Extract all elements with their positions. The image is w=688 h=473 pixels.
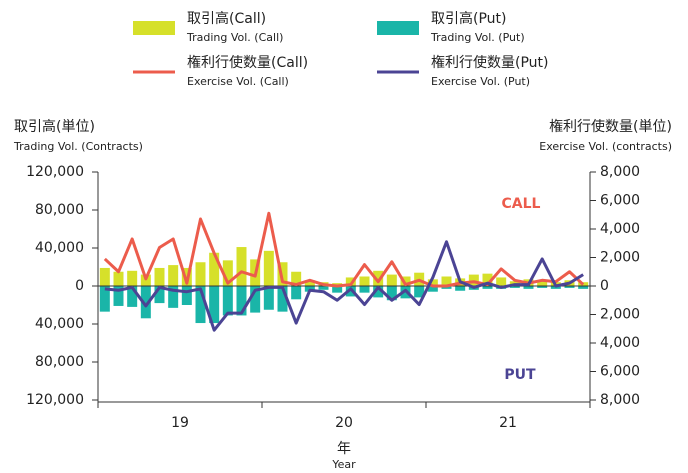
bar [263, 250, 274, 286]
y2-tick-label: 8,000 [600, 164, 640, 180]
bar [127, 286, 138, 307]
x-axis-title: 年 [337, 441, 351, 457]
bar [386, 274, 397, 286]
bar [564, 286, 575, 288]
bar [209, 252, 220, 286]
bar [427, 279, 438, 286]
bar [154, 267, 165, 286]
x-tick-label: 21 [499, 415, 517, 431]
bar [99, 267, 110, 286]
bar [127, 270, 138, 286]
bar [222, 260, 233, 286]
bar [523, 286, 534, 289]
bar [140, 286, 151, 319]
bar [168, 265, 179, 286]
y2-tick-label: 2,000 [600, 250, 640, 266]
bar [222, 286, 233, 316]
y2-tick-label: 4,000 [600, 335, 640, 351]
bar [291, 271, 302, 286]
bar [537, 286, 548, 288]
bar [277, 286, 288, 312]
bar [181, 286, 192, 305]
bar [236, 247, 247, 286]
line [104, 240, 584, 332]
y-tick-label: 120,000 [26, 164, 84, 180]
bar [345, 277, 356, 286]
y-tick-label: 80,000 [35, 354, 84, 370]
annotation: CALL [502, 196, 541, 212]
bar [168, 286, 179, 308]
bar [263, 286, 274, 310]
bar [373, 270, 384, 286]
bar [578, 286, 589, 289]
legend-sublabel: Trading Vol. (Put) [430, 31, 525, 44]
right-axis-subtitle: Exercise Vol. (contracts) [539, 140, 672, 153]
y-tick-label: 40,000 [35, 240, 84, 256]
y2-tick-label: 6,000 [600, 193, 640, 209]
bar [359, 286, 370, 293]
y2-tick-label: 2,000 [600, 307, 640, 323]
bar [400, 276, 411, 286]
bar [332, 286, 343, 293]
bar [250, 286, 261, 313]
bar [509, 286, 520, 288]
legend-label: 取引高(Call) [187, 10, 266, 27]
y-tick-label: 40,000 [35, 316, 84, 332]
y-tick-label: 80,000 [35, 202, 84, 218]
bar [304, 280, 315, 286]
bar [359, 276, 370, 286]
legend-label: 取引高(Put) [431, 10, 506, 27]
y-tick-label: 120,000 [26, 392, 84, 408]
legend-sublabel: Trading Vol. (Call) [186, 31, 283, 44]
bar [154, 286, 165, 304]
legend-label: 権利行使数量(Put) [431, 54, 548, 71]
legend-sublabel: Exercise Vol. (Put) [431, 75, 530, 88]
legend-sublabel: Exercise Vol. (Call) [187, 75, 289, 88]
bar [113, 286, 124, 306]
y2-tick-label: 4,000 [600, 221, 640, 237]
bar [113, 271, 124, 286]
bar [345, 286, 356, 297]
bar [99, 286, 110, 312]
x-tick-label: 20 [335, 415, 353, 431]
bar [373, 286, 384, 298]
bar [441, 276, 452, 286]
left-axis-title: 取引高(単位) [14, 118, 95, 135]
annotation: PUT [504, 367, 536, 383]
x-tick-label: 19 [171, 415, 189, 431]
line [103, 211, 585, 288]
bar [209, 286, 220, 324]
bar [414, 286, 425, 298]
right-axis-title: 権利行使数量(単位) [549, 118, 672, 135]
legend-swatch [377, 21, 419, 35]
bar [195, 262, 206, 286]
y2-tick-label: 8,000 [600, 392, 640, 408]
left-axis-subtitle: Trading Vol. (Contracts) [13, 140, 143, 153]
bar [291, 286, 302, 300]
bar [482, 286, 493, 289]
y2-tick-label: 0 [600, 278, 609, 294]
bar [455, 286, 466, 291]
y-tick-label: 0 [75, 278, 84, 294]
y2-tick-label: 6,000 [600, 364, 640, 380]
legend-label: 権利行使数量(Call) [187, 54, 308, 71]
bar [427, 286, 438, 292]
bar [236, 286, 247, 316]
bar [195, 286, 206, 324]
bar [537, 281, 548, 286]
legend-swatch [133, 21, 175, 35]
x-axis-subtitle: Year [331, 458, 356, 471]
bar [496, 277, 507, 286]
bar [386, 286, 397, 301]
bar [482, 273, 493, 286]
bar [318, 286, 329, 290]
